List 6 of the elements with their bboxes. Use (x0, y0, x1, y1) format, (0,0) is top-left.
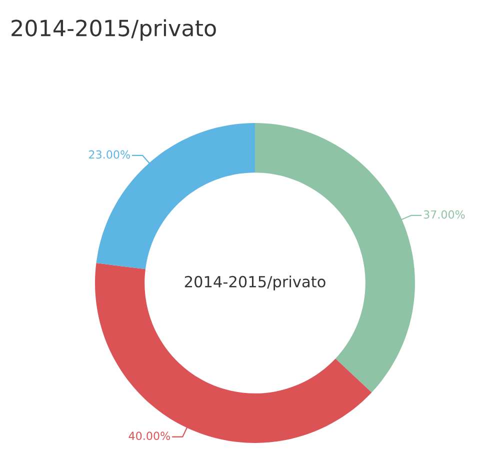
data-label: 23.00% (89, 150, 130, 159)
chart-title: 2014-2015/privato (12, 19, 216, 41)
data-label: 40.00% (128, 432, 170, 440)
donut-slice (95, 262, 372, 443)
text: 2014-2015/privato (184, 276, 326, 290)
data-label: 37.00% (424, 210, 465, 219)
